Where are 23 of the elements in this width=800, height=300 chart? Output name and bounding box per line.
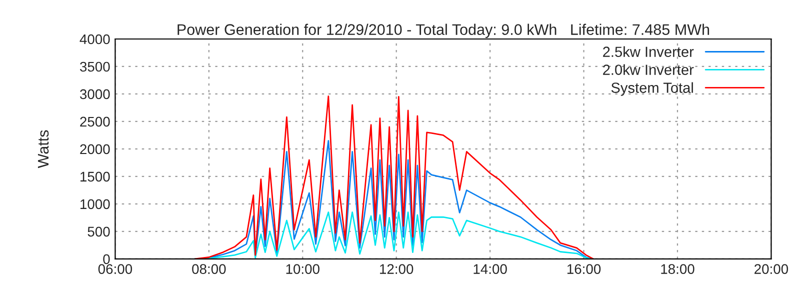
y-tick-label: 3500 <box>80 62 110 72</box>
y-tick-label: 3000 <box>80 89 110 100</box>
y-tick-label: 1000 <box>80 199 110 210</box>
x-tick-label: 14:00 <box>474 264 507 274</box>
y-tick-label: 0 <box>103 254 110 264</box>
x-tick-label: 10:00 <box>286 264 320 274</box>
y-tick-label: 1500 <box>80 172 110 182</box>
y-tick-label: 2000 <box>80 144 110 154</box>
chart-title: Power Generation for 12/29/2010 - Total Today: 9.0 kWh Lifetime: 7.485 MWh <box>178 24 710 38</box>
x-tick-label: 08:00 <box>192 264 226 274</box>
y-tick-label: 4000 <box>80 34 110 44</box>
y-axis-title: Watts <box>38 130 49 168</box>
x-tick-label: 16:00 <box>567 264 601 274</box>
x-tick-label: 12:00 <box>380 264 414 274</box>
x-tick-label: 20:00 <box>754 264 788 274</box>
x-tick-label: 18:00 <box>661 264 694 274</box>
line-series <box>194 95 594 259</box>
legend-label: 2.0kw Inverter <box>603 64 694 75</box>
y-tick-label: 500 <box>88 226 110 237</box>
x-tick-label: 06:00 <box>98 264 132 274</box>
y-tick-label: 2500 <box>80 116 110 127</box>
legend-label: System Total <box>611 82 693 96</box>
legend-label: 2.5kw Inverter <box>603 46 694 58</box>
